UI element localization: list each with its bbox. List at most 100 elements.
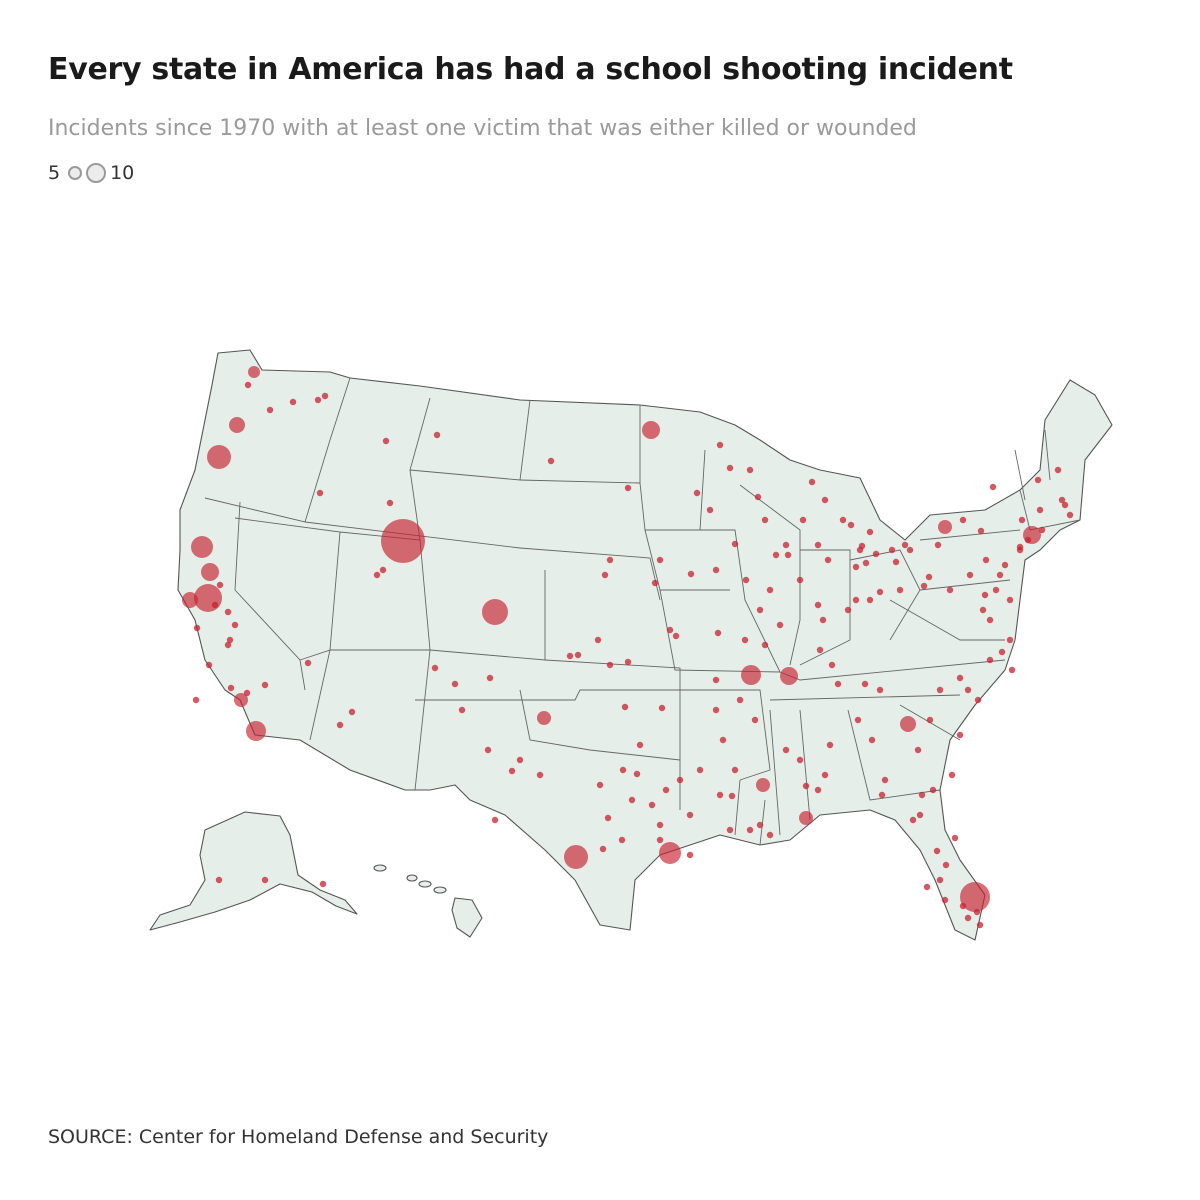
incident-marker [1036,506,1044,514]
border-line [330,531,431,651]
incident-marker [959,516,967,524]
incident-marker [227,684,235,692]
incident-marker [956,674,964,682]
incident-marker [642,421,660,439]
incident-marker [648,801,656,809]
incident-marker [696,766,704,774]
incident-marker [321,392,329,400]
incident-marker [1061,501,1069,509]
incident-marker [618,836,626,844]
incident-marker [261,681,269,689]
incident-marker [776,621,784,629]
incident-marker [909,816,917,824]
incident-marker [656,556,664,564]
incident-marker [636,741,644,749]
incident-marker [926,716,934,724]
incident-marker [547,457,555,465]
incident-marker [712,706,720,714]
incident-marker [936,876,944,884]
border-line [234,501,306,691]
incident-marker [606,661,614,669]
alaska-outline [149,811,358,931]
incident-marker [633,770,641,778]
incident-marker [621,703,629,711]
incident-marker [796,576,804,584]
incident-marker [458,706,466,714]
incident-marker [854,716,862,724]
incident-marker [373,571,381,579]
incident-marker [348,708,356,716]
incident-marker [726,826,734,834]
incident-marker [719,736,727,744]
incident-marker [234,693,248,707]
incident-marker [536,771,544,779]
incident-marker [205,661,213,669]
incident-marker [662,786,670,794]
border-line [519,689,681,761]
hawaii-islands [373,864,483,938]
incident-marker [784,551,792,559]
incident-marker [1008,666,1016,674]
legend-max-label: 10 [110,162,135,184]
incident-marker [799,811,813,825]
border-line [1044,429,1051,481]
incident-marker [248,366,260,378]
incident-marker [687,570,695,578]
border-line [847,709,941,801]
incident-marker [382,437,390,445]
incident-marker [878,791,886,799]
incident-marker [981,591,989,599]
incident-marker [693,489,701,497]
incident-marker [847,521,855,529]
incident-marker [1058,496,1066,504]
incident-marker [716,441,724,449]
incident-marker [741,636,749,644]
incident-marker [979,606,987,614]
incident-marker [866,596,874,604]
incident-marker [923,883,931,891]
incident-marker [918,791,926,799]
incident-marker [628,796,636,804]
incident-marker [808,478,816,486]
incident-marker [876,588,884,596]
incident-marker [766,586,774,594]
incident-marker [942,861,950,869]
incident-marker [191,536,213,558]
incident-marker [934,541,942,549]
incident-marker [819,616,827,624]
incident-marker [852,563,860,571]
incident-marker [941,896,949,904]
incident-marker [537,711,551,725]
legend-small-circle-icon [68,166,83,180]
border-line [799,709,811,821]
incident-marker [964,914,972,922]
incident-marker [998,648,1006,656]
incident-marker [814,601,822,609]
incident-marker [304,659,312,667]
incident-marker [746,826,754,834]
incident-marker [246,721,266,741]
incident-marker [656,821,664,829]
incident-markers [182,366,1074,929]
border-line [519,547,661,601]
incident-marker [766,831,774,839]
incident-marker [861,680,869,688]
incident-marker [706,506,714,514]
incident-marker [624,484,632,492]
incident-marker [224,608,232,616]
incident-marker [672,632,680,640]
incident-marker [594,636,602,644]
incident-marker [839,516,847,524]
incident-marker [844,606,852,614]
incident-marker [872,550,880,558]
chart-title: Every state in America has had a school … [48,52,1013,87]
incident-marker [319,880,327,888]
incident-marker [731,540,739,548]
incident-marker [948,771,956,779]
border-line [769,694,961,701]
incident-marker [484,746,492,754]
incident-marker [516,756,524,764]
incident-marker [566,652,574,660]
incident-marker [431,664,439,672]
incident-marker [996,571,1004,579]
